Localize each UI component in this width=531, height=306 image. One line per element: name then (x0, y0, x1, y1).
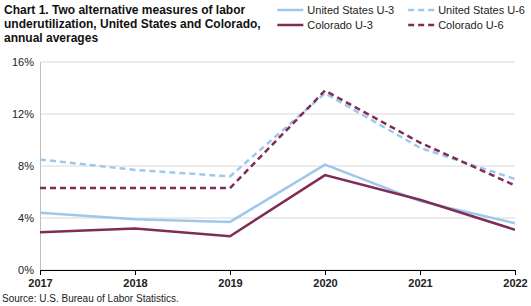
y-tick: 16% (12, 56, 40, 68)
series-line (40, 175, 515, 236)
y-tick: 4% (18, 212, 40, 224)
x-tick-label: 2020 (313, 277, 337, 289)
grid-line (40, 62, 515, 63)
legend-swatch (277, 24, 303, 27)
y-tick-label: 8% (18, 160, 34, 172)
x-axis-line (41, 270, 516, 271)
x-tick: 2022 (503, 270, 527, 289)
x-tick-mark (230, 270, 231, 275)
chart: United States U-3 United States U-6 Colora… (0, 0, 531, 306)
legend-item: Colorado U-3 (277, 19, 372, 31)
legend-label: United States U-6 (438, 4, 525, 16)
plot-area (40, 91, 515, 237)
x-tick-mark (40, 270, 41, 275)
y-tick: 0% (18, 264, 40, 276)
x-tick-label: 2018 (123, 277, 147, 289)
series-line (40, 91, 515, 189)
grid-line (40, 114, 515, 115)
legend-label: Colorado U-6 (438, 19, 503, 31)
x-tick: 2018 (123, 270, 147, 289)
x-tick-label: 2017 (28, 277, 52, 289)
legend-swatch (408, 24, 434, 27)
y-tick-label: 16% (12, 56, 34, 68)
x-tick-label: 2019 (218, 277, 242, 289)
series-line (40, 165, 515, 224)
legend-label: United States U-3 (307, 4, 394, 16)
x-tick-mark (420, 270, 421, 275)
y-tick-label: 12% (12, 108, 34, 120)
x-tick: 2017 (28, 270, 52, 289)
y-tick: 8% (18, 160, 40, 172)
x-tick-mark (135, 270, 136, 275)
y-axis: 0% 4% 8% 12% 16% (12, 56, 41, 276)
x-tick-mark (515, 270, 516, 275)
source-note: Source: U.S. Bureau of Labor Statistics. (2, 293, 179, 304)
series-line (40, 93, 515, 179)
x-axis: 2017 2018 2019 2020 2021 2022 (28, 270, 527, 289)
legend-label: Colorado U-3 (307, 19, 372, 31)
title: Chart 1. Two alternative measures of lab… (4, 3, 261, 45)
y-tick-label: 0% (18, 264, 34, 276)
y-tick: 12% (12, 108, 40, 120)
legend-item: United States U-3 (277, 4, 394, 16)
x-tick: 2021 (408, 270, 432, 289)
y-tick-label: 4% (18, 212, 34, 224)
legend-item: United States U-6 (408, 4, 525, 16)
x-tick-label: 2022 (503, 277, 527, 289)
x-tick: 2019 (218, 270, 242, 289)
x-tick: 2020 (313, 270, 337, 289)
grid-line (40, 270, 515, 271)
y-axis-line (40, 63, 41, 271)
legend-swatch (277, 9, 303, 12)
x-tick-mark (325, 270, 326, 275)
legend-item: Colorado U-6 (408, 19, 503, 31)
legend-swatch (408, 9, 434, 12)
grid (40, 62, 515, 270)
x-tick-label: 2021 (408, 277, 432, 289)
legend: United States U-3 United States U-6 Colora… (277, 4, 525, 31)
